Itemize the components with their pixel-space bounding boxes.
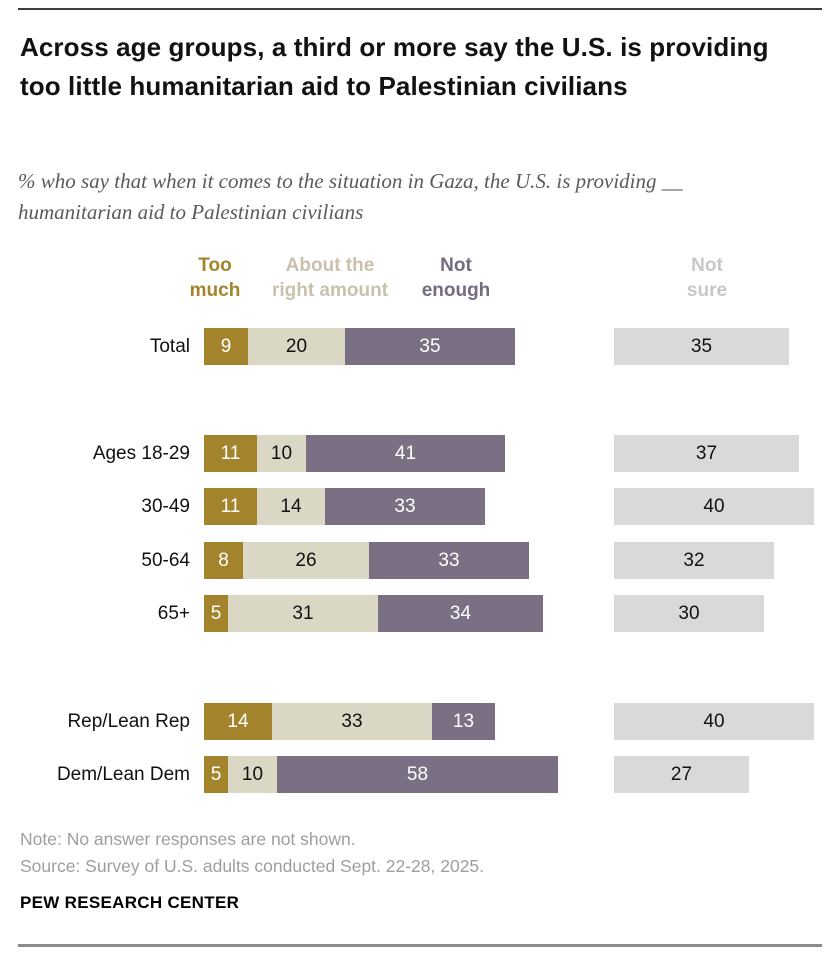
chart-row: Rep/Lean Rep 14 33 13 40 xyxy=(0,703,840,740)
chart-row: 65+ 5 31 34 30 xyxy=(0,595,840,632)
segment-not-sure: 37 xyxy=(614,435,799,472)
segment-not-sure: 35 xyxy=(614,328,789,365)
segment-value: 32 xyxy=(683,549,705,571)
segment-value: 5 xyxy=(210,763,222,785)
segment-too-much: 5 xyxy=(204,756,228,793)
segment-not-enough: 35 xyxy=(345,328,515,365)
segment-value: 33 xyxy=(394,495,416,517)
legend-not-sure: Not sure xyxy=(687,253,727,303)
stacked-bar: 11 10 41 xyxy=(204,435,505,472)
source-text: Source: Survey of U.S. adults conducted … xyxy=(20,856,485,876)
segment-value: 13 xyxy=(452,710,475,732)
segment-value: 10 xyxy=(270,442,293,464)
segment-value: 8 xyxy=(218,549,229,571)
brand-name: PEW RESEARCH CENTER xyxy=(20,893,240,912)
segment-about-right: 10 xyxy=(257,435,306,472)
segment-value: 35 xyxy=(690,335,713,357)
segment-value: 58 xyxy=(406,763,429,785)
segment-value: 40 xyxy=(703,710,725,732)
segment-value: 37 xyxy=(695,442,718,464)
segment-too-much: 8 xyxy=(204,542,243,579)
stacked-bar: 11 14 33 xyxy=(204,488,485,525)
chart-title: Across age groups, a third or more say t… xyxy=(20,32,769,101)
segment-value: 41 xyxy=(394,442,417,464)
segment-about-right: 31 xyxy=(228,595,378,632)
segment-value: 33 xyxy=(341,710,363,732)
stacked-bar: 5 31 34 xyxy=(204,595,543,632)
segment-value: 34 xyxy=(449,602,472,624)
segment-value: 20 xyxy=(285,335,308,357)
bottom-divider xyxy=(18,944,822,947)
segment-value: 33 xyxy=(438,549,460,571)
stacked-bar: 5 10 58 xyxy=(204,756,558,793)
segment-value: 26 xyxy=(295,549,317,571)
legend-line: Too xyxy=(198,255,232,276)
legend-about-right: About the right amount xyxy=(272,253,388,303)
segment-too-much: 11 xyxy=(204,488,257,525)
segment-not-enough: 33 xyxy=(369,542,529,579)
row-label: Total xyxy=(149,336,190,357)
segment-not-enough: 33 xyxy=(325,488,485,525)
chart-subtitle: % who say that when it comes to the situ… xyxy=(18,169,683,224)
segment-about-right: 33 xyxy=(272,703,432,740)
legend-line: right amount xyxy=(271,280,389,301)
note-text: Note: No answer responses are not shown. xyxy=(20,829,356,849)
row-label: 50-64 xyxy=(141,550,190,571)
chart-row: Total 9 20 35 35 xyxy=(0,328,840,365)
chart-row: Ages 18-29 11 10 41 37 xyxy=(0,435,840,472)
segment-too-much: 14 xyxy=(204,703,272,740)
row-label: 65+ xyxy=(157,603,190,624)
stacked-bar: 8 26 33 xyxy=(204,542,529,579)
segment-about-right: 14 xyxy=(257,488,325,525)
segment-value: 30 xyxy=(678,602,700,624)
segment-too-much: 9 xyxy=(204,328,248,365)
segment-not-sure: 30 xyxy=(614,595,764,632)
stacked-bar: 14 33 13 xyxy=(204,703,495,740)
legend-line: Not xyxy=(691,255,723,276)
segment-too-much: 11 xyxy=(204,435,257,472)
segment-not-enough: 58 xyxy=(277,756,558,793)
segment-value: 11 xyxy=(220,442,241,464)
legend-line: enough xyxy=(421,280,491,301)
row-label: Rep/Lean Rep xyxy=(67,711,190,732)
legend-line: Not xyxy=(440,255,472,276)
row-label: Dem/Lean Dem xyxy=(56,764,190,785)
chart-row: 30-49 11 14 33 40 xyxy=(0,488,840,525)
segment-value: 40 xyxy=(703,495,725,517)
segment-about-right: 10 xyxy=(228,756,277,793)
segment-about-right: 20 xyxy=(248,328,345,365)
segment-not-sure: 40 xyxy=(614,488,814,525)
chart-row: Dem/Lean Dem 5 10 58 27 xyxy=(0,756,840,793)
legend-line: much xyxy=(189,280,241,301)
segment-value: 14 xyxy=(280,495,302,517)
segment-not-sure: 27 xyxy=(614,756,749,793)
stacked-bar: 9 20 35 xyxy=(204,328,515,365)
segment-value: 14 xyxy=(227,710,249,732)
bar-chart: Too much About the right amount Not enough … xyxy=(0,245,840,805)
row-label: Ages 18-29 xyxy=(92,443,190,464)
segment-about-right: 26 xyxy=(243,542,369,579)
legend-not-enough: Not enough xyxy=(422,253,491,303)
segment-not-enough: 34 xyxy=(378,595,543,632)
segment-value: 27 xyxy=(670,763,693,785)
chart-row: 50-64 8 26 33 32 xyxy=(0,542,840,579)
segment-value: 11 xyxy=(220,495,241,517)
legend-line: About the xyxy=(285,255,375,276)
segment-value: 5 xyxy=(210,602,222,624)
legend-line: sure xyxy=(686,280,728,301)
legend-too-much: Too much xyxy=(190,253,241,303)
top-divider xyxy=(18,8,822,10)
segment-not-enough: 13 xyxy=(432,703,495,740)
segment-not-sure: 40 xyxy=(614,703,814,740)
segment-value: 35 xyxy=(419,335,441,357)
segment-value: 10 xyxy=(241,763,264,785)
segment-not-sure: 32 xyxy=(614,542,774,579)
segment-too-much: 5 xyxy=(204,595,228,632)
segment-value: 31 xyxy=(292,602,314,624)
segment-not-enough: 41 xyxy=(306,435,505,472)
segment-value: 9 xyxy=(220,335,232,357)
row-label: 30-49 xyxy=(141,496,190,517)
